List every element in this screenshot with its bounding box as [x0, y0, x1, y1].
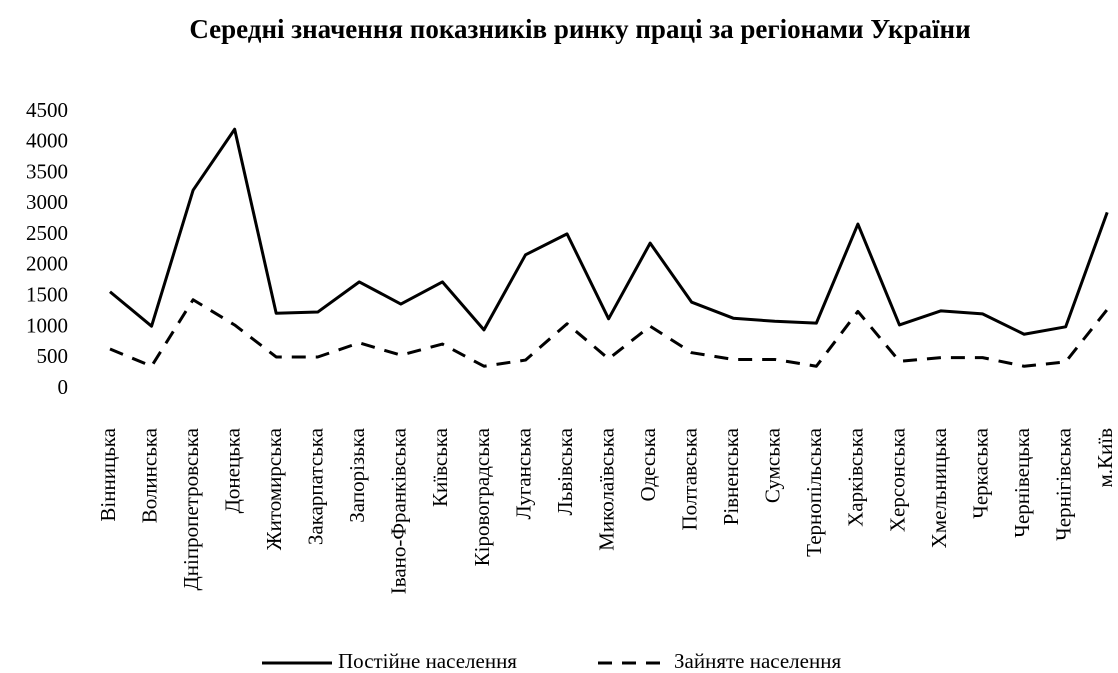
y-tick-label: 4000 [26, 129, 68, 153]
x-tick-label: Закарпатська [304, 427, 328, 545]
x-tick-label: Тернопільська [802, 427, 826, 556]
x-tick-label: Миколаївська [594, 427, 618, 550]
x-tick-label: Львівська [553, 427, 577, 515]
x-tick-label: Рівненська [719, 427, 743, 525]
x-tick-label: Хмельницька [927, 427, 951, 548]
x-tick-label: Херсонська [885, 427, 909, 532]
x-tick-label: Дніпропетровська [179, 427, 203, 590]
x-tick-label: м.Київ [1093, 428, 1117, 488]
x-tick-label: Запорізька [345, 427, 369, 522]
x-tick-label: Волинська [137, 427, 161, 523]
y-tick-label: 1000 [26, 313, 68, 337]
x-tick-label: Харківська [844, 427, 868, 527]
x-tick-label: Полтавська [678, 427, 702, 530]
y-tick-label: 2000 [26, 252, 68, 276]
x-tick-label: Житомирська [262, 427, 286, 550]
legend-label: Постійне населення [338, 649, 517, 673]
y-tick-label: 0 [58, 375, 69, 399]
x-tick-label: Донецька [220, 427, 244, 513]
x-tick-label: Чернівецька [1010, 427, 1034, 537]
line-series [109, 298, 1109, 368]
x-tick-label: Черкаська [968, 427, 992, 518]
y-tick-label: 4500 [26, 98, 68, 122]
chart-title: Середні значення показників ринку праці … [189, 14, 971, 44]
x-tick-label: Кіровоградська [470, 427, 494, 566]
legend-label: Зайняте населення [674, 649, 841, 673]
y-tick-label: 2500 [26, 221, 68, 245]
x-tick-label: Івано-Франківська [387, 427, 411, 594]
x-tick-label: Сумська [761, 427, 785, 503]
y-tick-label: 500 [37, 344, 69, 368]
x-tick-label: Луганська [511, 427, 535, 519]
x-tick-label: Одеська [636, 427, 660, 501]
y-tick-label: 1500 [26, 282, 68, 306]
y-tick-label: 3000 [26, 190, 68, 214]
x-tick-label: Київська [428, 427, 452, 507]
x-tick-label: Вінницька [96, 427, 120, 521]
x-tick-label: Чернігівська [1051, 427, 1075, 541]
y-tick-label: 3500 [26, 159, 68, 183]
line-series [109, 127, 1109, 336]
